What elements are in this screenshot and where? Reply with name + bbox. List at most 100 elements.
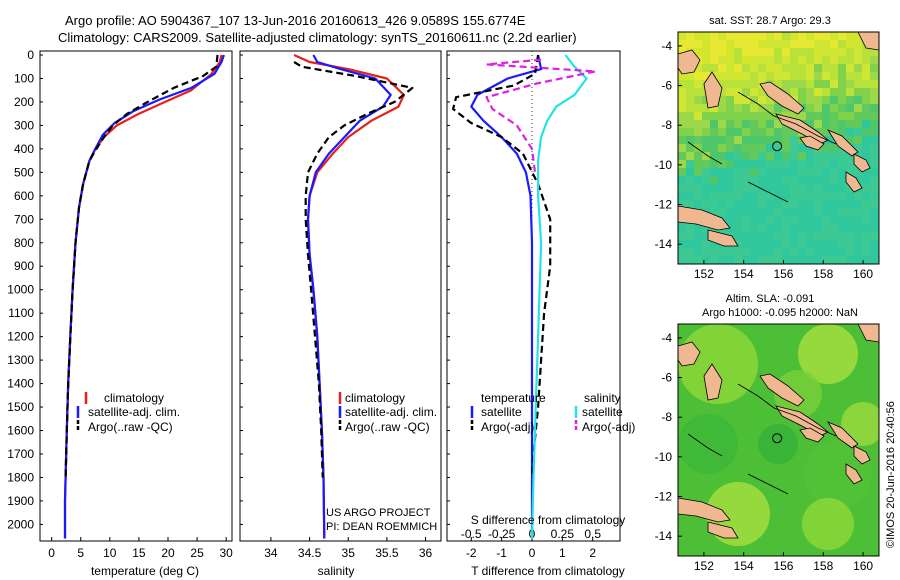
sst-cell xyxy=(686,72,694,80)
map-y-tick-label: -6 xyxy=(661,79,672,93)
map-x-tick-label: 156 xyxy=(773,267,793,281)
sst-cell xyxy=(862,56,870,64)
sla-blob xyxy=(758,424,798,464)
sst-cell xyxy=(782,80,790,88)
map-y-tick-label: -14 xyxy=(655,529,673,543)
sst-cell xyxy=(798,200,806,208)
sst-cell xyxy=(846,96,854,104)
map-x-tick-label: 152 xyxy=(694,559,714,573)
sst-cell xyxy=(750,200,758,208)
sla-map-frame xyxy=(677,323,880,557)
sst-cell xyxy=(774,216,782,224)
sst-cell xyxy=(718,200,726,208)
sst-cell xyxy=(830,104,838,112)
sst-cell xyxy=(750,184,758,192)
sst-cell xyxy=(726,208,734,216)
sst-cell xyxy=(758,120,766,128)
coastline xyxy=(747,181,789,203)
sst-cell xyxy=(758,144,766,152)
sst-cell xyxy=(766,120,774,128)
sst-cell xyxy=(870,88,878,96)
sst-cell xyxy=(734,176,742,184)
sst-cell xyxy=(814,80,822,88)
sst-cell xyxy=(806,32,814,40)
header-line2: Climatology: CARS2009. Satellite-adjuste… xyxy=(58,30,577,45)
imos-credit: ©IMOS 20-Jun-2016 20:40:56 xyxy=(885,401,897,548)
sst-cell xyxy=(678,112,686,120)
sst-cell xyxy=(678,80,686,88)
sst-cell xyxy=(806,240,814,248)
sst-cell xyxy=(822,40,830,48)
sst-cell xyxy=(854,120,862,128)
sst-cell xyxy=(750,192,758,200)
sla-map-axes: 152 154 156 158 160 -4 -6 -8 -10 -12 -14 xyxy=(655,331,874,573)
sst-cell xyxy=(726,256,734,264)
sst-cell xyxy=(870,256,878,264)
land-mass xyxy=(707,521,739,539)
sst-cell xyxy=(862,184,870,192)
sst-cell xyxy=(854,40,862,48)
sst-cell xyxy=(686,144,694,152)
sst-cell xyxy=(702,40,710,48)
depth-tick-label: 1400 xyxy=(7,377,34,391)
sst-cell xyxy=(726,200,734,208)
sst-cell xyxy=(726,80,734,88)
sst-cell xyxy=(782,184,790,192)
t-difference-xlabel: T difference from climatology xyxy=(471,564,625,578)
sst-cell xyxy=(774,200,782,208)
sst-cell xyxy=(782,72,790,80)
sst-cell xyxy=(798,168,806,176)
sst-cell xyxy=(798,64,806,72)
project-line-2: PI: DEAN ROEMMICH xyxy=(326,521,437,533)
sst-cell xyxy=(814,208,822,216)
sst-cell xyxy=(790,64,798,72)
sst-cell xyxy=(830,96,838,104)
sst-cell xyxy=(782,48,790,56)
sst-cell xyxy=(774,40,782,48)
sst-cell xyxy=(742,192,750,200)
sst-cell xyxy=(750,168,758,176)
legend-label-argo: Argo(..raw -QC) xyxy=(88,420,173,434)
sst-cell xyxy=(822,56,830,64)
x-tick-label: 35 xyxy=(342,546,356,560)
sst-cell xyxy=(830,200,838,208)
sst-cell xyxy=(678,192,686,200)
sst-cell xyxy=(862,136,870,144)
sst-cell xyxy=(870,120,878,128)
map-y-tick-label: -12 xyxy=(655,198,673,212)
sst-cell xyxy=(822,112,830,120)
s-tick-label: -0.25 xyxy=(488,527,516,541)
sst-cell xyxy=(870,240,878,248)
sst-cell xyxy=(782,176,790,184)
sst-cell xyxy=(814,192,822,200)
series-argo-raw-qc- xyxy=(293,61,414,478)
sst-cell xyxy=(686,32,694,40)
sst-cell xyxy=(854,80,862,88)
sst-cell xyxy=(742,80,750,88)
sst-cell xyxy=(702,248,710,256)
s-tick-label: 0.5 xyxy=(584,527,601,541)
sst-cell xyxy=(710,128,718,136)
sst-cell xyxy=(838,120,846,128)
sst-cell xyxy=(742,232,750,240)
sst-cell xyxy=(766,128,774,136)
sst-cell xyxy=(814,176,822,184)
sst-cell xyxy=(862,200,870,208)
sst-cell xyxy=(854,32,862,40)
sst-cell xyxy=(718,40,726,48)
sst-cell xyxy=(742,120,750,128)
sst-cell xyxy=(814,160,822,168)
sst-cell xyxy=(790,248,798,256)
sst-cell xyxy=(782,64,790,72)
sst-cell xyxy=(822,240,830,248)
sst-cell xyxy=(822,232,830,240)
sst-cell xyxy=(782,152,790,160)
argo-position-marker xyxy=(772,141,783,152)
sst-grid xyxy=(678,32,879,264)
sst-cell xyxy=(766,104,774,112)
sst-cell xyxy=(854,240,862,248)
legend-label-argo: Argo(..raw -QC) xyxy=(345,420,430,434)
legend-label-t-satellite: satellite xyxy=(481,405,522,419)
sst-cell xyxy=(838,40,846,48)
sst-cell xyxy=(686,240,694,248)
